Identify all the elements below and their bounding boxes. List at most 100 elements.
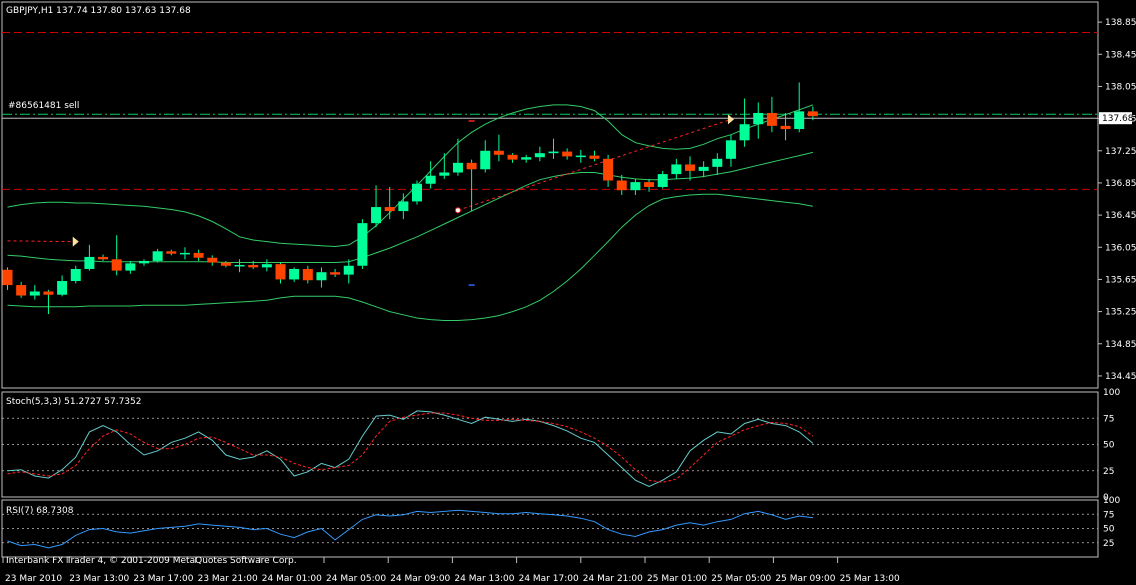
time-tick-label: 24 Mar 17:00	[519, 574, 579, 584]
candle-bull	[630, 182, 641, 191]
candle-bear	[220, 262, 231, 266]
candle-bear	[111, 259, 122, 271]
candle-bear	[43, 291, 54, 295]
time-tick-label: 24 Mar 09:00	[390, 574, 450, 584]
candle-bull	[316, 272, 327, 281]
candle-bull	[152, 251, 163, 261]
candle-bull	[725, 140, 736, 159]
indicator-tick-label: 50	[1103, 441, 1115, 451]
price-tick-label: 136.05	[1105, 243, 1136, 253]
candle-bear	[166, 251, 177, 254]
candle-bull	[480, 150, 491, 170]
indicator-series-line	[7, 412, 814, 483]
time-axis: 23 Mar 2010 23 Mar 13:00 23 Mar 17:00 23 Ma…	[2, 557, 900, 584]
candle-bull	[234, 264, 245, 267]
price-tick-label: 137.25	[1105, 147, 1136, 157]
time-tick-label: 24 Mar 21:00	[583, 574, 643, 584]
time-tick-label: 25 Mar 09:00	[775, 574, 835, 584]
footer-copyright: Interbank FX Trader 4, © 2001-2009 MetaQ…	[6, 556, 297, 566]
indicator-tick-label: 75	[1103, 414, 1114, 424]
candle-bear	[207, 257, 218, 263]
candle-bull	[794, 111, 805, 130]
indicator-tick-label: 25	[1103, 539, 1114, 549]
candle-bull	[739, 124, 750, 141]
candle-bull	[84, 256, 95, 269]
candle-bear	[766, 112, 777, 126]
candle-bull	[425, 175, 436, 184]
price-tick-label: 135.25	[1105, 308, 1136, 318]
candle-bull	[139, 260, 149, 264]
candle-bull	[698, 166, 709, 171]
candle-bull	[412, 183, 422, 202]
trade-open-dot	[454, 207, 461, 214]
rsi-panel: 100 75 50 25	[1, 496, 1120, 558]
order-label: #86561481 sell	[8, 101, 79, 111]
candle-bear	[98, 256, 109, 260]
candle-bear	[302, 268, 313, 281]
trade-arrow-marker	[72, 236, 79, 247]
candle-bear	[2, 269, 13, 286]
current-price-box	[1099, 112, 1132, 125]
candle-bull	[671, 164, 682, 175]
candle-bear	[507, 154, 518, 160]
time-tick-label: 25 Mar 01:00	[647, 574, 707, 584]
candle-bear	[562, 151, 573, 157]
candle-bear	[685, 164, 695, 171]
time-tick-label: 24 Mar 13:00	[454, 574, 514, 584]
band-upper	[7, 104, 814, 248]
trade-arrow-marker	[727, 114, 734, 125]
price-tick-label: 134.85	[1105, 340, 1136, 350]
indicator-series-line	[7, 509, 813, 549]
stochastic-panel: 100 75 50 25 0	[1, 388, 1120, 503]
candle-bear	[780, 125, 791, 130]
bollinger-bands	[7, 104, 814, 321]
candle-bull	[29, 291, 40, 296]
candle-bull	[548, 151, 559, 154]
candle-bear	[644, 182, 655, 187]
indicator-tick-label: 100	[1103, 496, 1120, 506]
indicator-tick-label: 75	[1103, 510, 1114, 520]
candle-bull	[357, 223, 368, 266]
candle-bear	[493, 150, 504, 155]
band-lower	[7, 193, 813, 321]
time-tick-label: 23 Mar 21:00	[198, 574, 258, 584]
candle-bull	[753, 112, 764, 125]
candle-bull	[575, 155, 586, 158]
current-price-label: 137.68	[1102, 114, 1134, 124]
indicator-tick-label: 100	[1103, 388, 1120, 398]
candle-bull	[343, 265, 354, 275]
horizontal-levels: 137.68	[2, 32, 1134, 190]
candle-bear	[193, 252, 204, 258]
stoch-label: Stoch(5,3,3) 51.2727 57.7352	[6, 397, 141, 407]
main-chart-frame	[1, 1, 1099, 389]
price-tick-label: 135.65	[1105, 275, 1136, 285]
price-tick-label: 138.45	[1105, 50, 1136, 60]
time-tick-label: 23 Mar 13:00	[69, 574, 129, 584]
price-tick-label: 134.45	[1105, 372, 1136, 382]
candle-bear	[807, 111, 818, 117]
candle-bear	[603, 158, 614, 181]
candle-bull	[57, 281, 68, 295]
candle-bull	[452, 162, 463, 173]
price-axis: 138.85138.45138.05137.65137.25136.85136.…	[1098, 18, 1136, 382]
candle-bear	[275, 264, 286, 280]
trade-lines	[7, 118, 732, 243]
candle-bull	[521, 157, 532, 160]
candle-bull	[657, 174, 668, 187]
candle-bull	[534, 153, 545, 158]
indicator-tick-label: 0	[1103, 493, 1109, 503]
candle-bull	[439, 172, 450, 176]
candle-bull	[712, 158, 723, 167]
candle-bear	[384, 207, 395, 212]
rsi-label: RSI(7) 68.7308	[6, 506, 74, 516]
candle-bull	[398, 201, 409, 212]
time-tick-label: 24 Mar 01:00	[262, 574, 322, 584]
candle-bull	[125, 263, 136, 271]
price-tick-label: 136.45	[1105, 211, 1136, 221]
candle-bear	[330, 272, 341, 275]
price-tick-label: 138.05	[1105, 82, 1136, 92]
indicator-tick-label: 25	[1103, 467, 1114, 477]
candles	[2, 82, 818, 315]
candle-bull	[371, 207, 382, 224]
